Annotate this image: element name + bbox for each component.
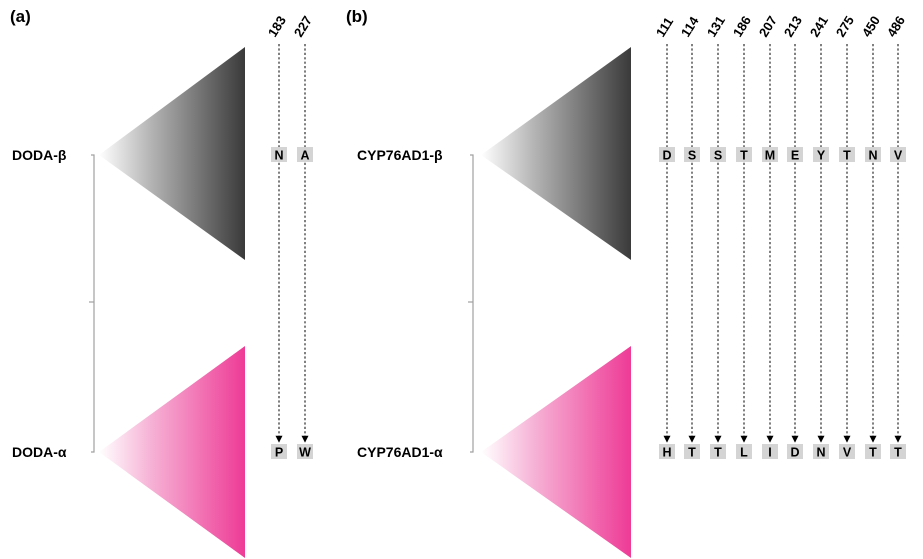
beta-residue-box — [659, 147, 675, 162]
beta-residue: T — [740, 149, 748, 163]
beta-residue-box — [271, 147, 287, 162]
beta-residue-box — [787, 147, 803, 162]
beta-residue: Y — [817, 149, 826, 163]
alpha-residue: V — [843, 446, 852, 460]
alpha-residue-box — [890, 444, 906, 459]
alpha-residue: T — [688, 446, 696, 460]
alpha-residue: L — [740, 446, 748, 460]
alpha-residue: T — [869, 446, 877, 460]
beta-residue-box — [710, 147, 726, 162]
alpha-residue: N — [816, 446, 825, 460]
alpha-residue-box — [684, 444, 700, 459]
position-label: 131 — [704, 13, 728, 39]
alpha-residue: P — [275, 446, 283, 460]
alpha-residue-box — [813, 444, 829, 459]
beta-residue-box — [890, 147, 906, 162]
alpha-residue: T — [894, 446, 902, 460]
beta-residue: N — [274, 149, 283, 163]
beta-residue: T — [843, 149, 851, 163]
alpha-residue-box — [762, 444, 778, 459]
alpha-residue: I — [768, 446, 771, 460]
position-label: 486 — [884, 13, 908, 39]
beta-residue-box — [684, 147, 700, 162]
beta-residue-box — [865, 147, 881, 162]
beta-residue: V — [894, 149, 903, 163]
tree-branch — [470, 154, 474, 453]
beta-residue-box — [813, 147, 829, 162]
position-label: 207 — [756, 13, 780, 39]
beta-clade-label: CYP76AD1-β — [357, 147, 443, 163]
beta-residue: A — [300, 149, 309, 163]
alpha-residue-box — [787, 444, 803, 459]
position-label: 275 — [833, 13, 857, 39]
alpha-clade-label: DODA-α — [12, 444, 67, 460]
position-label: 186 — [730, 13, 754, 39]
alpha-residue-box — [736, 444, 752, 459]
beta-residue: S — [688, 149, 696, 163]
beta-residue: E — [791, 149, 799, 163]
position-label: 241 — [807, 13, 831, 39]
alpha-residue: D — [790, 446, 799, 460]
alpha-residue-box — [839, 444, 855, 459]
panel-label: (a) — [10, 7, 31, 26]
beta-residue-box — [736, 147, 752, 162]
alpha-residue-box — [659, 444, 675, 459]
beta-clade-triangle — [99, 47, 245, 260]
beta-residue-box — [762, 147, 778, 162]
beta-residue: S — [714, 149, 722, 163]
panel-label: (b) — [346, 7, 368, 26]
alpha-residue-box — [271, 444, 287, 459]
alpha-residue: T — [714, 446, 722, 460]
tree-branch — [91, 154, 95, 453]
alpha-residue: H — [662, 446, 671, 460]
beta-clade-triangle — [481, 47, 631, 260]
alpha-residue: W — [299, 446, 311, 460]
alpha-residue-box — [710, 444, 726, 459]
position-label: 227 — [291, 13, 315, 39]
alpha-clade-triangle — [99, 346, 245, 558]
position-label: 111 — [653, 14, 676, 39]
beta-clade-label: DODA-β — [12, 147, 67, 163]
alpha-residue-box — [865, 444, 881, 459]
alpha-clade-triangle — [481, 346, 631, 558]
position-label: 213 — [781, 13, 805, 39]
alpha-clade-label: CYP76AD1-α — [357, 444, 443, 460]
position-label: 114 — [678, 13, 702, 39]
alpha-residue-box — [297, 444, 313, 459]
beta-residue-box — [297, 147, 313, 162]
position-label: 183 — [265, 13, 289, 39]
beta-residue: N — [868, 149, 877, 163]
beta-residue: D — [662, 149, 671, 163]
position-label: 450 — [859, 13, 883, 39]
beta-residue-box — [839, 147, 855, 162]
beta-residue: M — [765, 149, 775, 163]
